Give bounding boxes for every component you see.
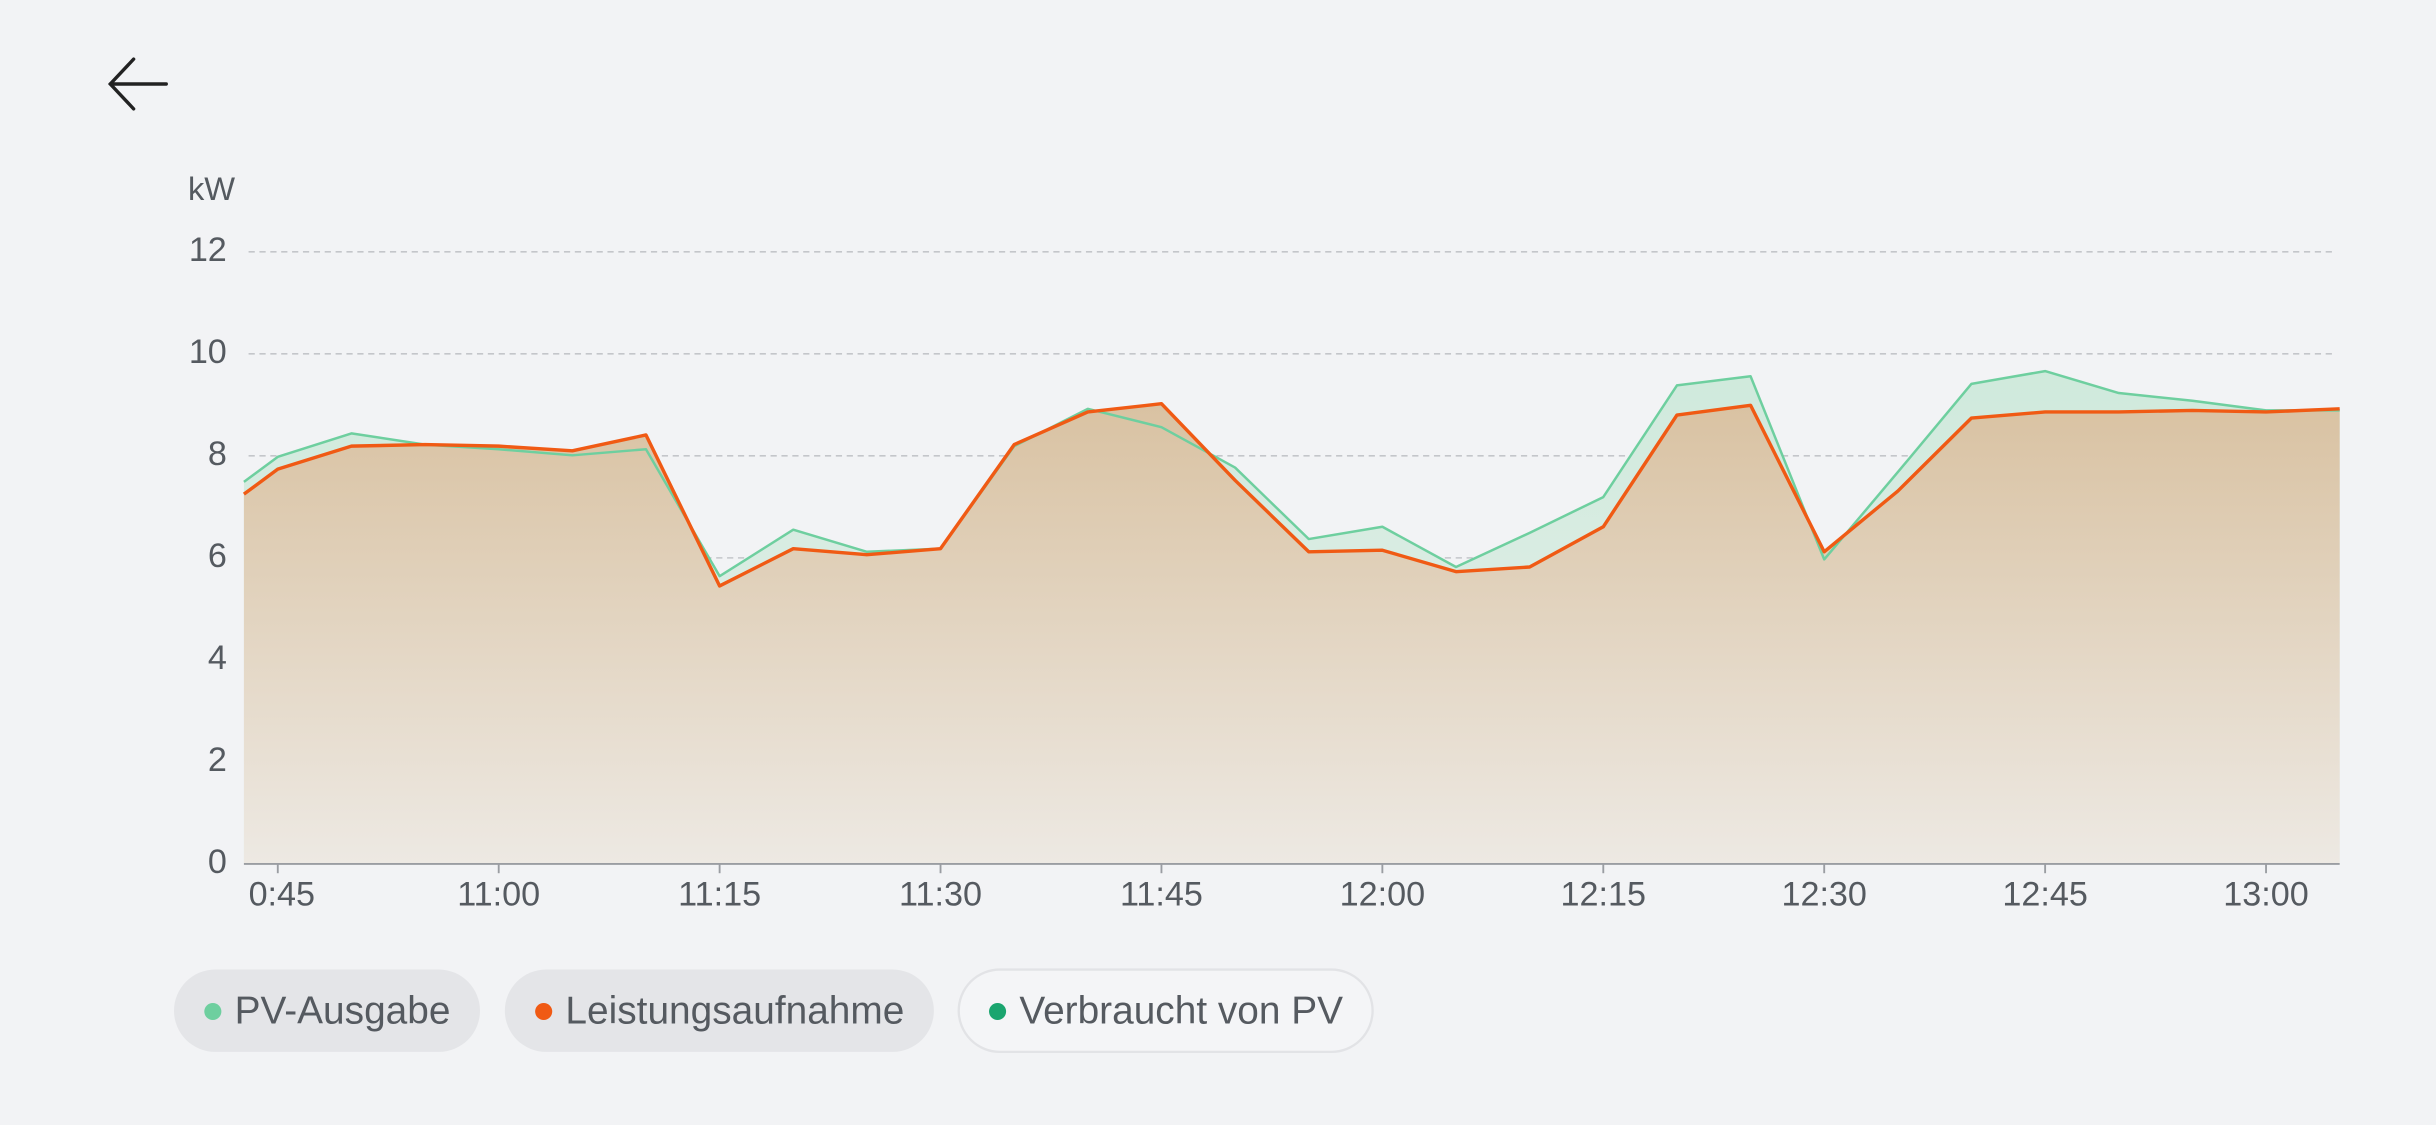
x-tick-label: 13:00 bbox=[2223, 876, 2308, 914]
y-tick-label: 8 bbox=[208, 435, 227, 473]
legend-pill[interactable] bbox=[174, 969, 480, 1052]
back-arrow[interactable] bbox=[107, 57, 168, 111]
line bbox=[242, 402, 2340, 588]
x-tick-label: 0:45 bbox=[249, 876, 315, 914]
legend-item[interactable]: Verbraucht von PV bbox=[957, 968, 1374, 1054]
legend-label: PV-Ausgabe bbox=[235, 989, 451, 1032]
x-tick-label: 11:30 bbox=[899, 876, 982, 914]
x-tick-label: 12:00 bbox=[1340, 876, 1425, 914]
legend-dot bbox=[535, 1002, 553, 1021]
x-tick-label: 11:15 bbox=[678, 876, 761, 914]
y-tick-label: 2 bbox=[208, 741, 227, 779]
y-tick-label: 0 bbox=[208, 843, 227, 881]
legend-dot bbox=[204, 1002, 222, 1021]
legend: PV-Ausgabe Leistungsaufnahme Verbraucht vo… bbox=[174, 968, 1374, 1054]
legend-pill[interactable] bbox=[504, 969, 934, 1052]
legend-pill[interactable] bbox=[957, 968, 1374, 1054]
line bbox=[243, 369, 2340, 578]
y-tick-label: 6 bbox=[208, 537, 227, 575]
x-tick-label: 11:45 bbox=[1120, 876, 1203, 914]
back-button[interactable] bbox=[107, 57, 168, 111]
y-axis-unit: kW bbox=[188, 170, 235, 207]
x-tick-label: 12:30 bbox=[1781, 876, 1866, 914]
legend-label: Leistungsaufnahme bbox=[565, 989, 904, 1032]
legend-dot bbox=[989, 1002, 1007, 1021]
y-tick-label: 12 bbox=[189, 231, 227, 269]
legend-item[interactable]: PV-Ausgabe bbox=[174, 969, 480, 1052]
y-tick-label: 4 bbox=[208, 639, 227, 677]
x-tick-label: 12:45 bbox=[2002, 876, 2087, 914]
x-tick-label: 11:00 bbox=[457, 876, 540, 914]
legend-item[interactable]: Leistungsaufnahme bbox=[504, 969, 934, 1052]
x-tick-label: 12:15 bbox=[1561, 876, 1646, 914]
plot: 0 2 4 6 8 10 12 0:45 11:00 11:15 11:30 11:45 12:00 12… bbox=[189, 231, 2340, 914]
legend-label: Verbraucht von PV bbox=[1019, 989, 1343, 1032]
area bbox=[243, 403, 2340, 864]
y-tick-label: 10 bbox=[189, 333, 227, 371]
